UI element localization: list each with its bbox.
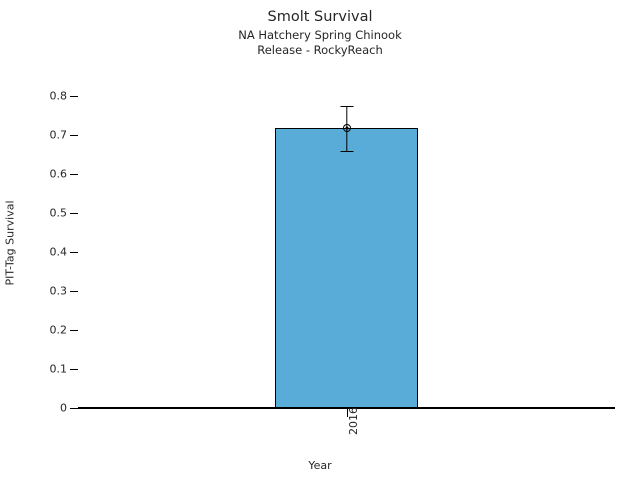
y-axis-tick [70,290,78,292]
y-axis-tick [70,251,78,253]
x-axis-tick-label: 2016 [346,407,360,435]
y-axis-tick-label: 0.7 [49,128,68,142]
y-axis-tick [70,212,78,214]
data-point-marker-center [345,126,348,130]
error-bar-cap-upper [340,105,353,108]
page-title: Smolt Survival [267,9,373,25]
x-axis-label: Year [308,459,332,472]
y-axis-tick-label: 0.6 [49,167,68,181]
chart-title-block: Smolt Survival NA Hatchery Spring Chinoo… [0,10,640,61]
chart-subtitle-line-2: Release - RockyReach [257,43,383,57]
y-axis-tick [70,368,78,370]
y-axis-tick [70,95,78,97]
y-axis-tick-label: 0.8 [49,89,68,103]
y-axis-tick [70,134,78,136]
y-axis-tick-label: 0 [60,401,67,415]
error-bar-cap-lower [340,150,353,153]
chart-subtitle-line-1: NA Hatchery Spring Chinook [238,27,402,42]
x-axis-line [78,407,615,409]
y-axis-tick [70,329,78,331]
y-axis-tick [70,173,78,175]
data-point-marker[interactable] [342,123,351,132]
bar[interactable] [275,127,418,408]
y-axis-tick-label: 0.3 [49,284,68,298]
y-axis-tick-label: 0.1 [49,362,68,376]
x-axis-tick [346,409,348,417]
y-axis-tick [70,408,78,409]
y-axis-tick-label: 0.2 [49,323,68,337]
y-axis-tick-label: 0.5 [49,206,68,220]
y-axis-tick-label: 0.4 [49,245,68,259]
